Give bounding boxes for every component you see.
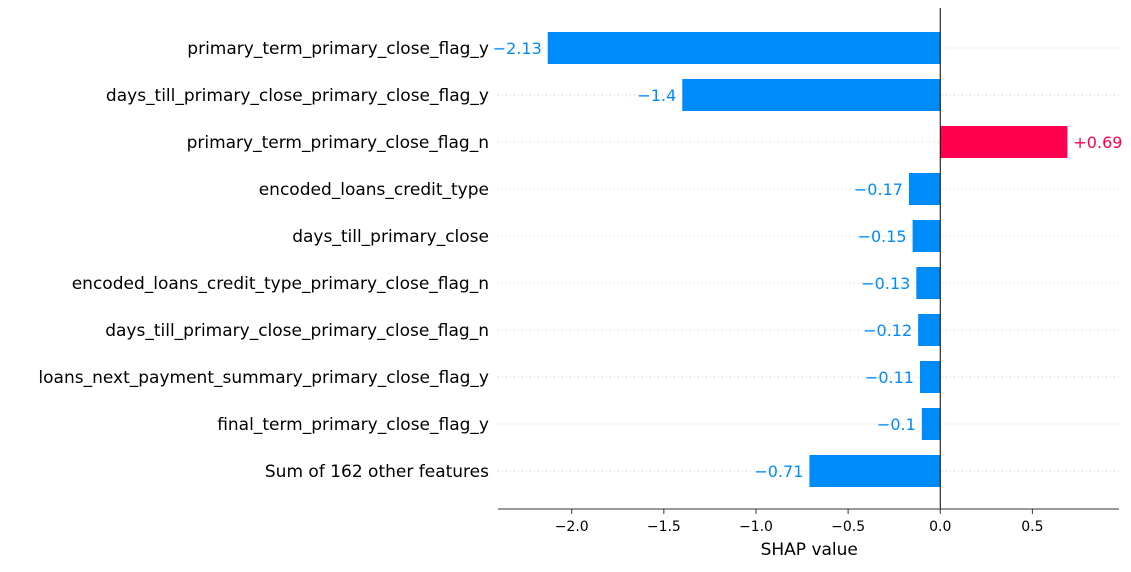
category-label: primary_term_primary_close_flag_n: [187, 133, 489, 153]
bar-4: [912, 220, 941, 252]
category-label: days_till_primary_close: [292, 227, 489, 247]
x-tick-label: −1.0: [739, 519, 773, 535]
bar-6: [918, 314, 941, 346]
value-label: −2.13: [493, 39, 542, 58]
value-label: −0.71: [754, 462, 803, 481]
bar-1: [682, 79, 941, 111]
value-label: −0.1: [877, 415, 916, 434]
bar-5: [916, 267, 941, 299]
category-label: loans_next_payment_summary_primary_close…: [38, 368, 489, 388]
value-label: −0.15: [858, 227, 907, 246]
bar-8: [921, 408, 941, 440]
category-label: primary_term_primary_close_flag_y: [187, 39, 489, 59]
bar-7: [919, 361, 941, 393]
value-label: −0.12: [863, 321, 912, 340]
label-layer: primary_term_primary_close_flag_y −2.13 da…: [38, 39, 1122, 482]
category-label: days_till_primary_close_primary_close_fl…: [106, 86, 489, 106]
value-label: −0.11: [865, 368, 914, 387]
x-axis: −2.0 −1.5 −1.0 −0.5 0.0 0.5: [498, 508, 1119, 535]
x-tick-label: −0.5: [831, 519, 865, 535]
x-tick-label: 0.5: [1021, 519, 1043, 535]
x-tick-label: −2.0: [555, 519, 589, 535]
value-label: −0.17: [854, 180, 903, 199]
category-label: final_term_primary_close_flag_y: [217, 415, 489, 435]
category-label: encoded_loans_credit_type_primary_close_…: [72, 274, 489, 294]
category-label: encoded_loans_credit_type: [259, 180, 489, 200]
bar-0: [547, 32, 941, 64]
bar-2: [940, 126, 1068, 158]
bar-layer: [547, 32, 1068, 487]
x-axis-title: SHAP value: [761, 540, 858, 560]
grid-layer: [498, 47, 1119, 472]
value-label: −0.13: [861, 274, 910, 293]
bar-9: [809, 455, 941, 487]
x-tick-label: −1.5: [647, 519, 681, 535]
category-label: days_till_primary_close_primary_close_fl…: [105, 321, 489, 341]
x-tick-label: 0.0: [929, 519, 951, 535]
value-label: +0.69: [1073, 133, 1122, 152]
bar-3: [908, 173, 941, 205]
value-label: −1.4: [637, 86, 676, 105]
category-label: Sum of 162 other features: [265, 462, 489, 482]
